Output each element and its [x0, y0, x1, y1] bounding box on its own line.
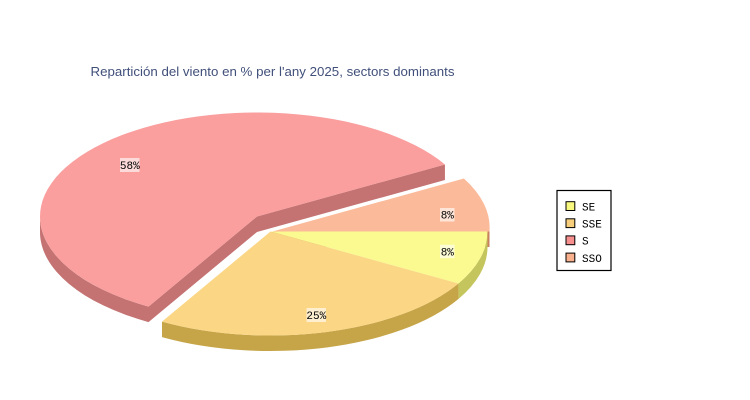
svg-text:SSO: SSO	[582, 254, 602, 266]
svg-text:Repartición del viento en % pe: Repartición del viento en % per l'any 20…	[91, 64, 456, 79]
svg-text:SE: SE	[582, 203, 596, 215]
svg-text:58%: 58%	[120, 161, 140, 173]
svg-text:8%: 8%	[441, 211, 455, 223]
svg-text:S: S	[582, 237, 589, 249]
svg-text:SSE: SSE	[582, 220, 602, 232]
svg-text:25%: 25%	[306, 311, 326, 323]
svg-text:8%: 8%	[441, 247, 455, 259]
